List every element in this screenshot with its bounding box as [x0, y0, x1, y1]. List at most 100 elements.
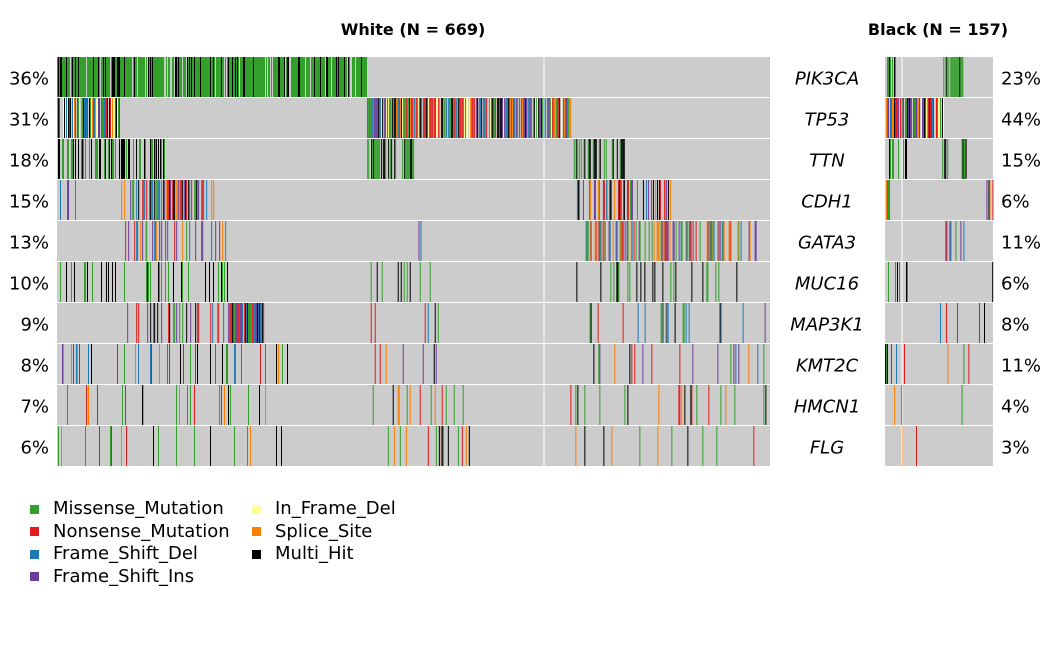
- mutation-cell: [399, 426, 401, 466]
- mutation-cell: [962, 57, 964, 97]
- mutation-cell: [501, 98, 503, 138]
- mutation-cell: [133, 139, 134, 179]
- mutation-cell: [393, 98, 395, 138]
- mutation-cell: [198, 303, 200, 343]
- mutation-cell: [140, 221, 142, 261]
- mutation-cell: [89, 98, 90, 138]
- mutation-cell: [339, 57, 340, 97]
- mutation-cell: [227, 57, 228, 97]
- mutation-cell: [235, 303, 237, 343]
- mutation-cell: [87, 98, 88, 138]
- percent-label: 6%: [20, 438, 49, 459]
- mutation-cell: [88, 57, 89, 97]
- mutation-cell: [73, 344, 74, 384]
- mutation-cell: [406, 139, 408, 179]
- mutation-cell: [667, 221, 669, 261]
- mutation-cell: [568, 98, 570, 138]
- mutation-cell: [462, 385, 464, 425]
- mutation-cell: [132, 180, 134, 220]
- mutation-cell: [960, 57, 962, 97]
- mutation-cell: [614, 344, 616, 384]
- mutation-cell: [219, 221, 221, 261]
- mutation-cell: [465, 426, 467, 466]
- mutation-cell: [890, 139, 891, 179]
- mutation-cell: [323, 57, 324, 97]
- mutation-cell: [338, 57, 339, 97]
- mutation-cell: [138, 57, 139, 97]
- mutation-cell: [166, 180, 168, 220]
- mutation-cell: [314, 57, 315, 97]
- percent-label: 11%: [1001, 233, 1041, 254]
- mutation-cell: [143, 385, 144, 425]
- mutation-cell: [463, 98, 465, 138]
- mutation-cell: [215, 344, 216, 384]
- mutation-cell: [225, 57, 226, 97]
- mutation-cell: [497, 98, 499, 138]
- mutation-cell: [460, 98, 462, 138]
- mutation-cell: [597, 303, 599, 343]
- mutation-cell: [370, 303, 372, 343]
- mutation-cell: [59, 139, 60, 179]
- mutation-cell: [190, 344, 191, 384]
- mutation-cell: [161, 139, 162, 179]
- mutation-cell: [630, 180, 632, 220]
- mutation-cell: [738, 221, 740, 261]
- mutation-cell: [663, 221, 665, 261]
- gene-label: CDH1: [801, 192, 852, 213]
- mutation-cell: [88, 344, 89, 384]
- mutation-cell: [595, 221, 597, 261]
- mutation-cell: [419, 98, 421, 138]
- mutation-cell: [93, 57, 94, 97]
- mutation-cell: [385, 344, 387, 384]
- mutation-cell: [158, 139, 159, 179]
- mutation-cell: [218, 262, 219, 302]
- mutation-cell: [944, 139, 946, 179]
- mutation-cell: [657, 221, 659, 261]
- mutation-cell: [674, 303, 676, 343]
- mutation-cell: [889, 180, 890, 220]
- mutation-cell: [154, 57, 155, 97]
- mutation-cell: [667, 303, 669, 343]
- mutation-cell: [222, 262, 223, 302]
- mutation-cell: [123, 57, 124, 97]
- mutation-cell: [91, 57, 92, 97]
- mutation-cell: [675, 262, 677, 302]
- mutation-cell: [653, 221, 655, 261]
- mutation-cell: [369, 98, 371, 138]
- mutation-cell: [71, 262, 72, 302]
- mutation-cell: [661, 303, 663, 343]
- mutation-cell: [439, 98, 441, 138]
- mutation-cell: [409, 385, 411, 425]
- mutation-cell: [502, 98, 504, 138]
- mutation-cell: [148, 262, 149, 302]
- mutation-cell: [437, 98, 439, 138]
- mutation-cell: [644, 303, 646, 343]
- mutation-cell: [379, 139, 381, 179]
- mutation-cell: [73, 98, 74, 138]
- mutation-cell: [528, 98, 530, 138]
- mutation-cell: [264, 57, 265, 97]
- mutation-cell: [733, 344, 735, 384]
- mutation-cell: [534, 98, 536, 138]
- mutation-cell: [210, 57, 211, 97]
- mutation-cell: [663, 180, 665, 220]
- mutation-cell: [76, 57, 77, 97]
- mutation-cell: [286, 57, 287, 97]
- mutation-cell: [254, 303, 256, 343]
- mutation-cell: [435, 426, 437, 466]
- mutation-cell: [197, 57, 198, 97]
- mutation-cell: [121, 426, 122, 466]
- mutation-cell: [341, 57, 342, 97]
- mutation-cell: [192, 57, 193, 97]
- mutation-cell: [384, 139, 386, 179]
- mutation-cell: [893, 98, 894, 138]
- mutation-cell: [249, 303, 251, 343]
- mutation-cell: [188, 262, 189, 302]
- mutation-cell: [678, 221, 680, 261]
- mutation-cell: [505, 98, 507, 138]
- mutation-cell: [298, 57, 299, 97]
- mutation-cell: [180, 57, 181, 97]
- mutation-cell: [679, 385, 681, 425]
- mutation-cell: [277, 57, 278, 97]
- mutation-cell: [57, 57, 58, 97]
